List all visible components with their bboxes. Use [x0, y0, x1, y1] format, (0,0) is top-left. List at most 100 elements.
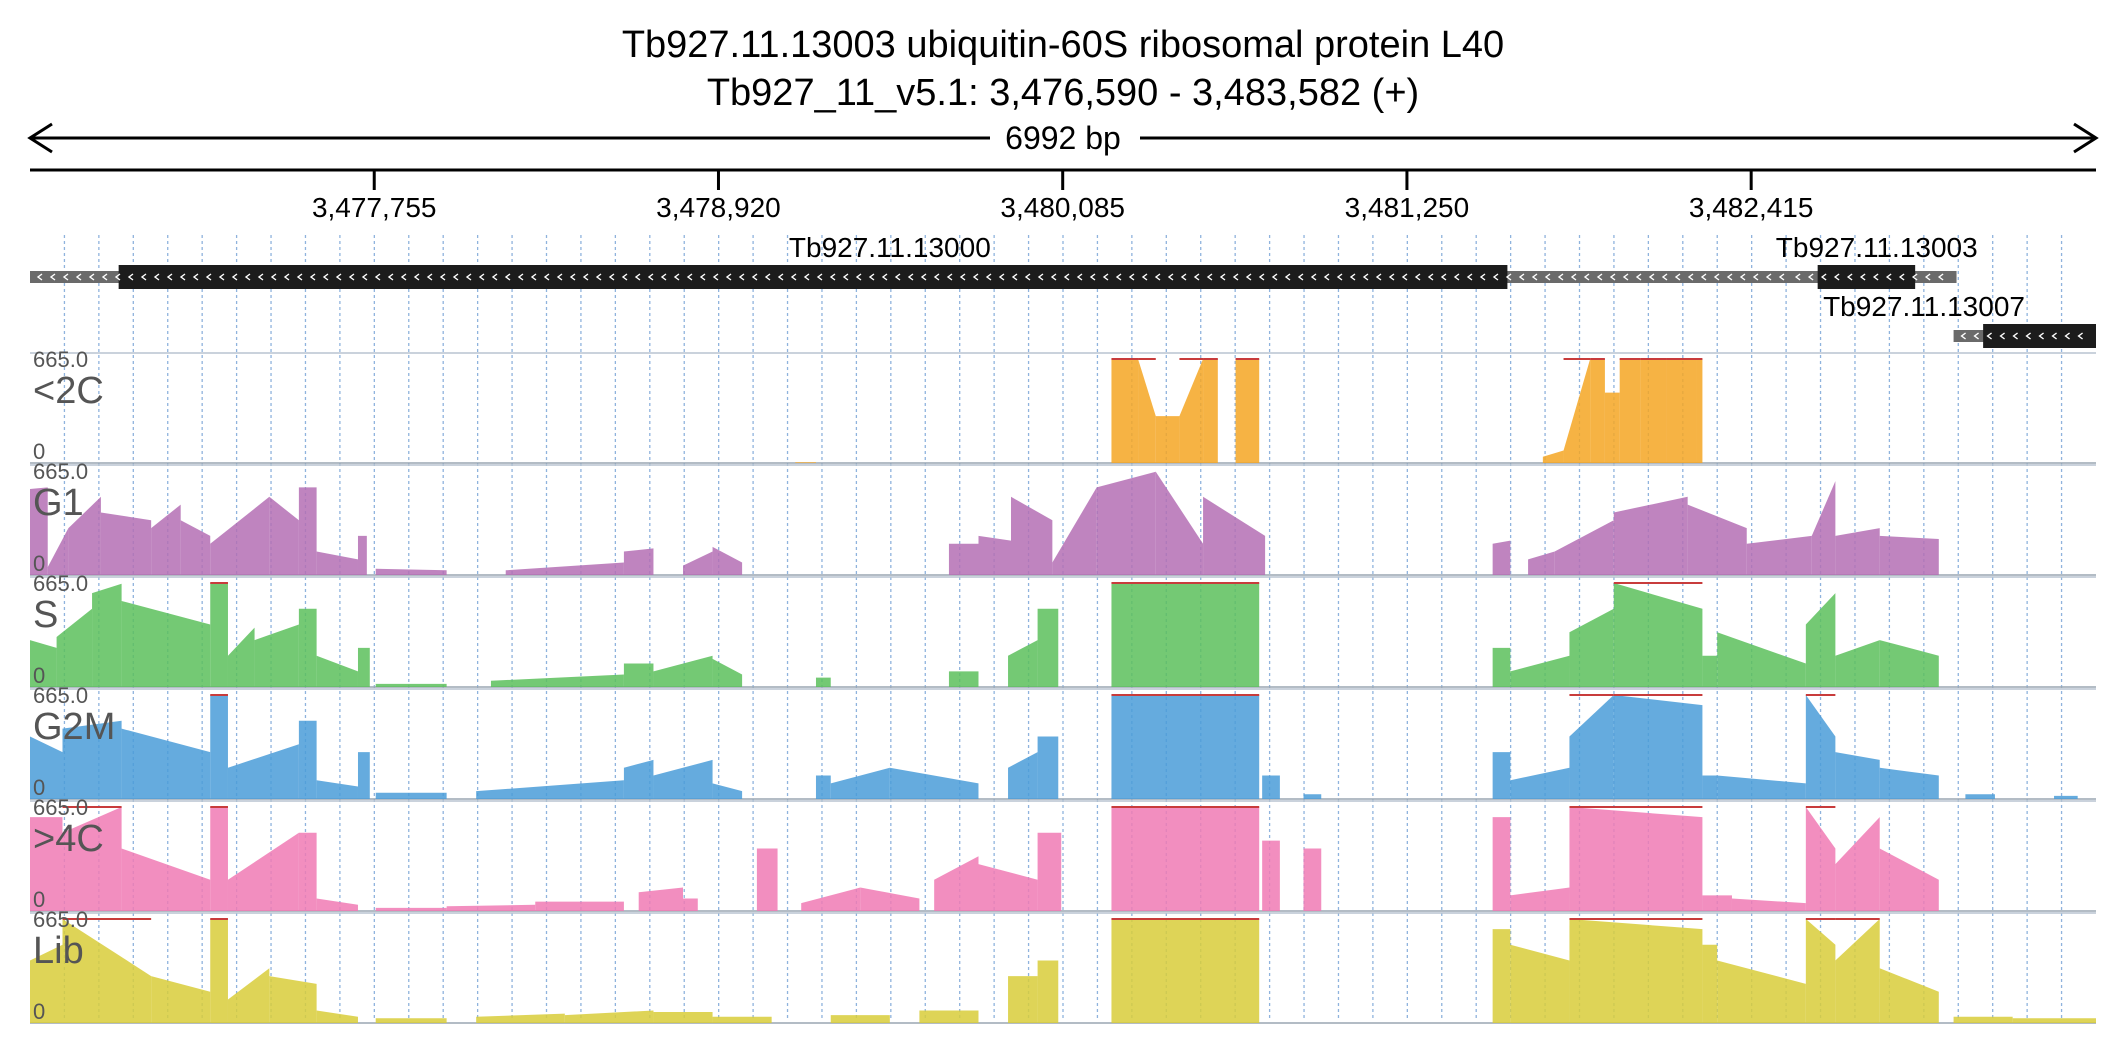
strand-arrow-icon	[140, 273, 147, 281]
coverage-segment	[151, 976, 211, 1023]
strand-arrow-icon	[1492, 273, 1499, 281]
coverage-segment	[1010, 496, 1053, 575]
coverage-segment	[1879, 535, 1939, 575]
coverage-segment	[1096, 471, 1156, 575]
strand-arrow-icon	[1024, 273, 1031, 281]
gene-annotation-track: Tb927.11.13000 Tb927.11.13003 Tb927.11.130…	[30, 232, 2096, 348]
coverage-segment	[100, 512, 152, 575]
strand-arrow-icon	[452, 273, 459, 281]
strand-arrow-icon	[634, 273, 641, 281]
coverage-segment	[121, 600, 211, 687]
strand-arrow-icon	[153, 273, 160, 281]
coverage-segment	[227, 627, 255, 687]
coverage-segment	[1303, 848, 1322, 911]
coverage-segment	[889, 767, 979, 799]
strand-arrow-icon	[478, 273, 485, 281]
strand-arrow-icon	[491, 273, 498, 281]
strand-arrow-icon	[2077, 332, 2083, 340]
coverage-segment	[815, 677, 831, 687]
strand-arrow-icon	[2012, 332, 2018, 340]
strand-arrow-icon	[1362, 273, 1369, 281]
coverage-segment	[934, 856, 979, 911]
coverage-segment	[1569, 807, 1703, 911]
coverage-segment	[375, 683, 447, 687]
coverage-segment	[1203, 359, 1218, 463]
coverage-segment	[653, 655, 713, 687]
coverage-segment	[316, 551, 358, 575]
strand-arrow-icon	[465, 273, 472, 281]
track-name-label: S	[33, 594, 58, 636]
span-length-label: 6992 bp	[1005, 120, 1121, 156]
strand-arrow-icon	[179, 273, 186, 281]
strand-arrow-icon	[920, 273, 927, 281]
coverage-segment	[62, 919, 152, 1023]
strand-arrow-icon	[621, 273, 628, 281]
strand-arrow-icon	[1898, 273, 1905, 281]
coverage-segment	[121, 728, 211, 799]
track-name-label: Lib	[33, 930, 84, 972]
coverage-segment	[1666, 359, 1697, 463]
coverage-segment	[1111, 807, 1260, 911]
strand-arrow-icon	[712, 273, 719, 281]
coverage-segment	[1811, 481, 1836, 575]
gene-Tb927.11.13007[interactable]: Tb927.11.13007	[1823, 291, 2096, 348]
strand-arrow-icon	[1544, 273, 1551, 281]
strand-arrow-icon	[101, 273, 108, 281]
coverage-segment	[298, 608, 317, 687]
strand-arrow-icon	[1219, 273, 1226, 281]
strand-arrow-icon	[231, 273, 238, 281]
gene-Tb927.11.13000[interactable]: Tb927.11.13000	[30, 232, 1925, 289]
coverage-segment	[1702, 655, 1718, 687]
figure-title-line1: Tb927.11.13003 ubiquitin-60S ribosomal p…	[622, 24, 1504, 66]
coverage-segment	[47, 528, 69, 575]
strand-arrow-icon	[1570, 273, 1577, 281]
coverage-segment	[56, 608, 93, 687]
coverage-track-4: 665.0>4C 0	[30, 795, 2096, 912]
coverage-segment	[653, 759, 713, 799]
coverage-segment	[254, 624, 299, 687]
strand-arrow-icon	[2025, 332, 2031, 340]
coverage-segment	[1731, 898, 1806, 911]
strand-arrow-icon	[1180, 273, 1187, 281]
gene-Tb927.11.13003[interactable]: Tb927.11.13003	[1776, 232, 1978, 289]
coverage-segment	[1492, 647, 1511, 687]
strand-arrow-icon	[764, 273, 771, 281]
strand-arrow-icon	[1687, 273, 1694, 281]
coverage-segment	[1569, 608, 1614, 687]
coverage-segment	[1613, 583, 1703, 687]
coverage-segment	[121, 848, 211, 911]
coverage-segment	[210, 919, 228, 1023]
strand-arrow-icon	[1911, 273, 1918, 281]
coverage-segment	[1702, 895, 1732, 911]
strand-arrow-icon	[1885, 273, 1892, 281]
strand-arrow-icon	[1323, 273, 1330, 281]
strand-arrow-icon	[933, 273, 940, 281]
track-min-label: 0	[33, 999, 45, 1024]
coverage-segment	[1563, 359, 1591, 463]
strand-arrow-icon	[1557, 273, 1564, 281]
strand-arrow-icon	[1518, 273, 1525, 281]
coverage-segment	[1569, 919, 1703, 1023]
coverage-segment	[683, 551, 713, 575]
strand-arrow-icon	[1232, 273, 1239, 281]
coverage-segment	[830, 1015, 890, 1023]
strand-arrow-icon	[855, 273, 862, 281]
strand-arrow-icon	[881, 273, 888, 281]
coverage-segment	[1835, 528, 1880, 575]
coverage-segment	[357, 647, 370, 687]
coverage-segment	[1879, 968, 1939, 1023]
coverage-track-1: 665.0G1 0	[30, 459, 2096, 576]
strand-arrow-icon	[1271, 273, 1278, 281]
strand-arrow-icon	[725, 273, 732, 281]
strand-arrow-icon	[361, 273, 368, 281]
coverage-segment	[357, 752, 370, 799]
coverage-segment	[1052, 487, 1097, 575]
strand-arrow-icon	[2038, 332, 2044, 340]
strand-arrow-icon	[1999, 332, 2005, 340]
coverage-track-2: 665.0S 0	[30, 571, 2096, 688]
track-max-label: 665.0	[33, 795, 88, 820]
strand-arrow-icon	[829, 273, 836, 281]
coverage-segment	[1879, 640, 1939, 687]
coverage-segment	[1805, 695, 1836, 799]
strand-arrow-icon	[686, 273, 693, 281]
